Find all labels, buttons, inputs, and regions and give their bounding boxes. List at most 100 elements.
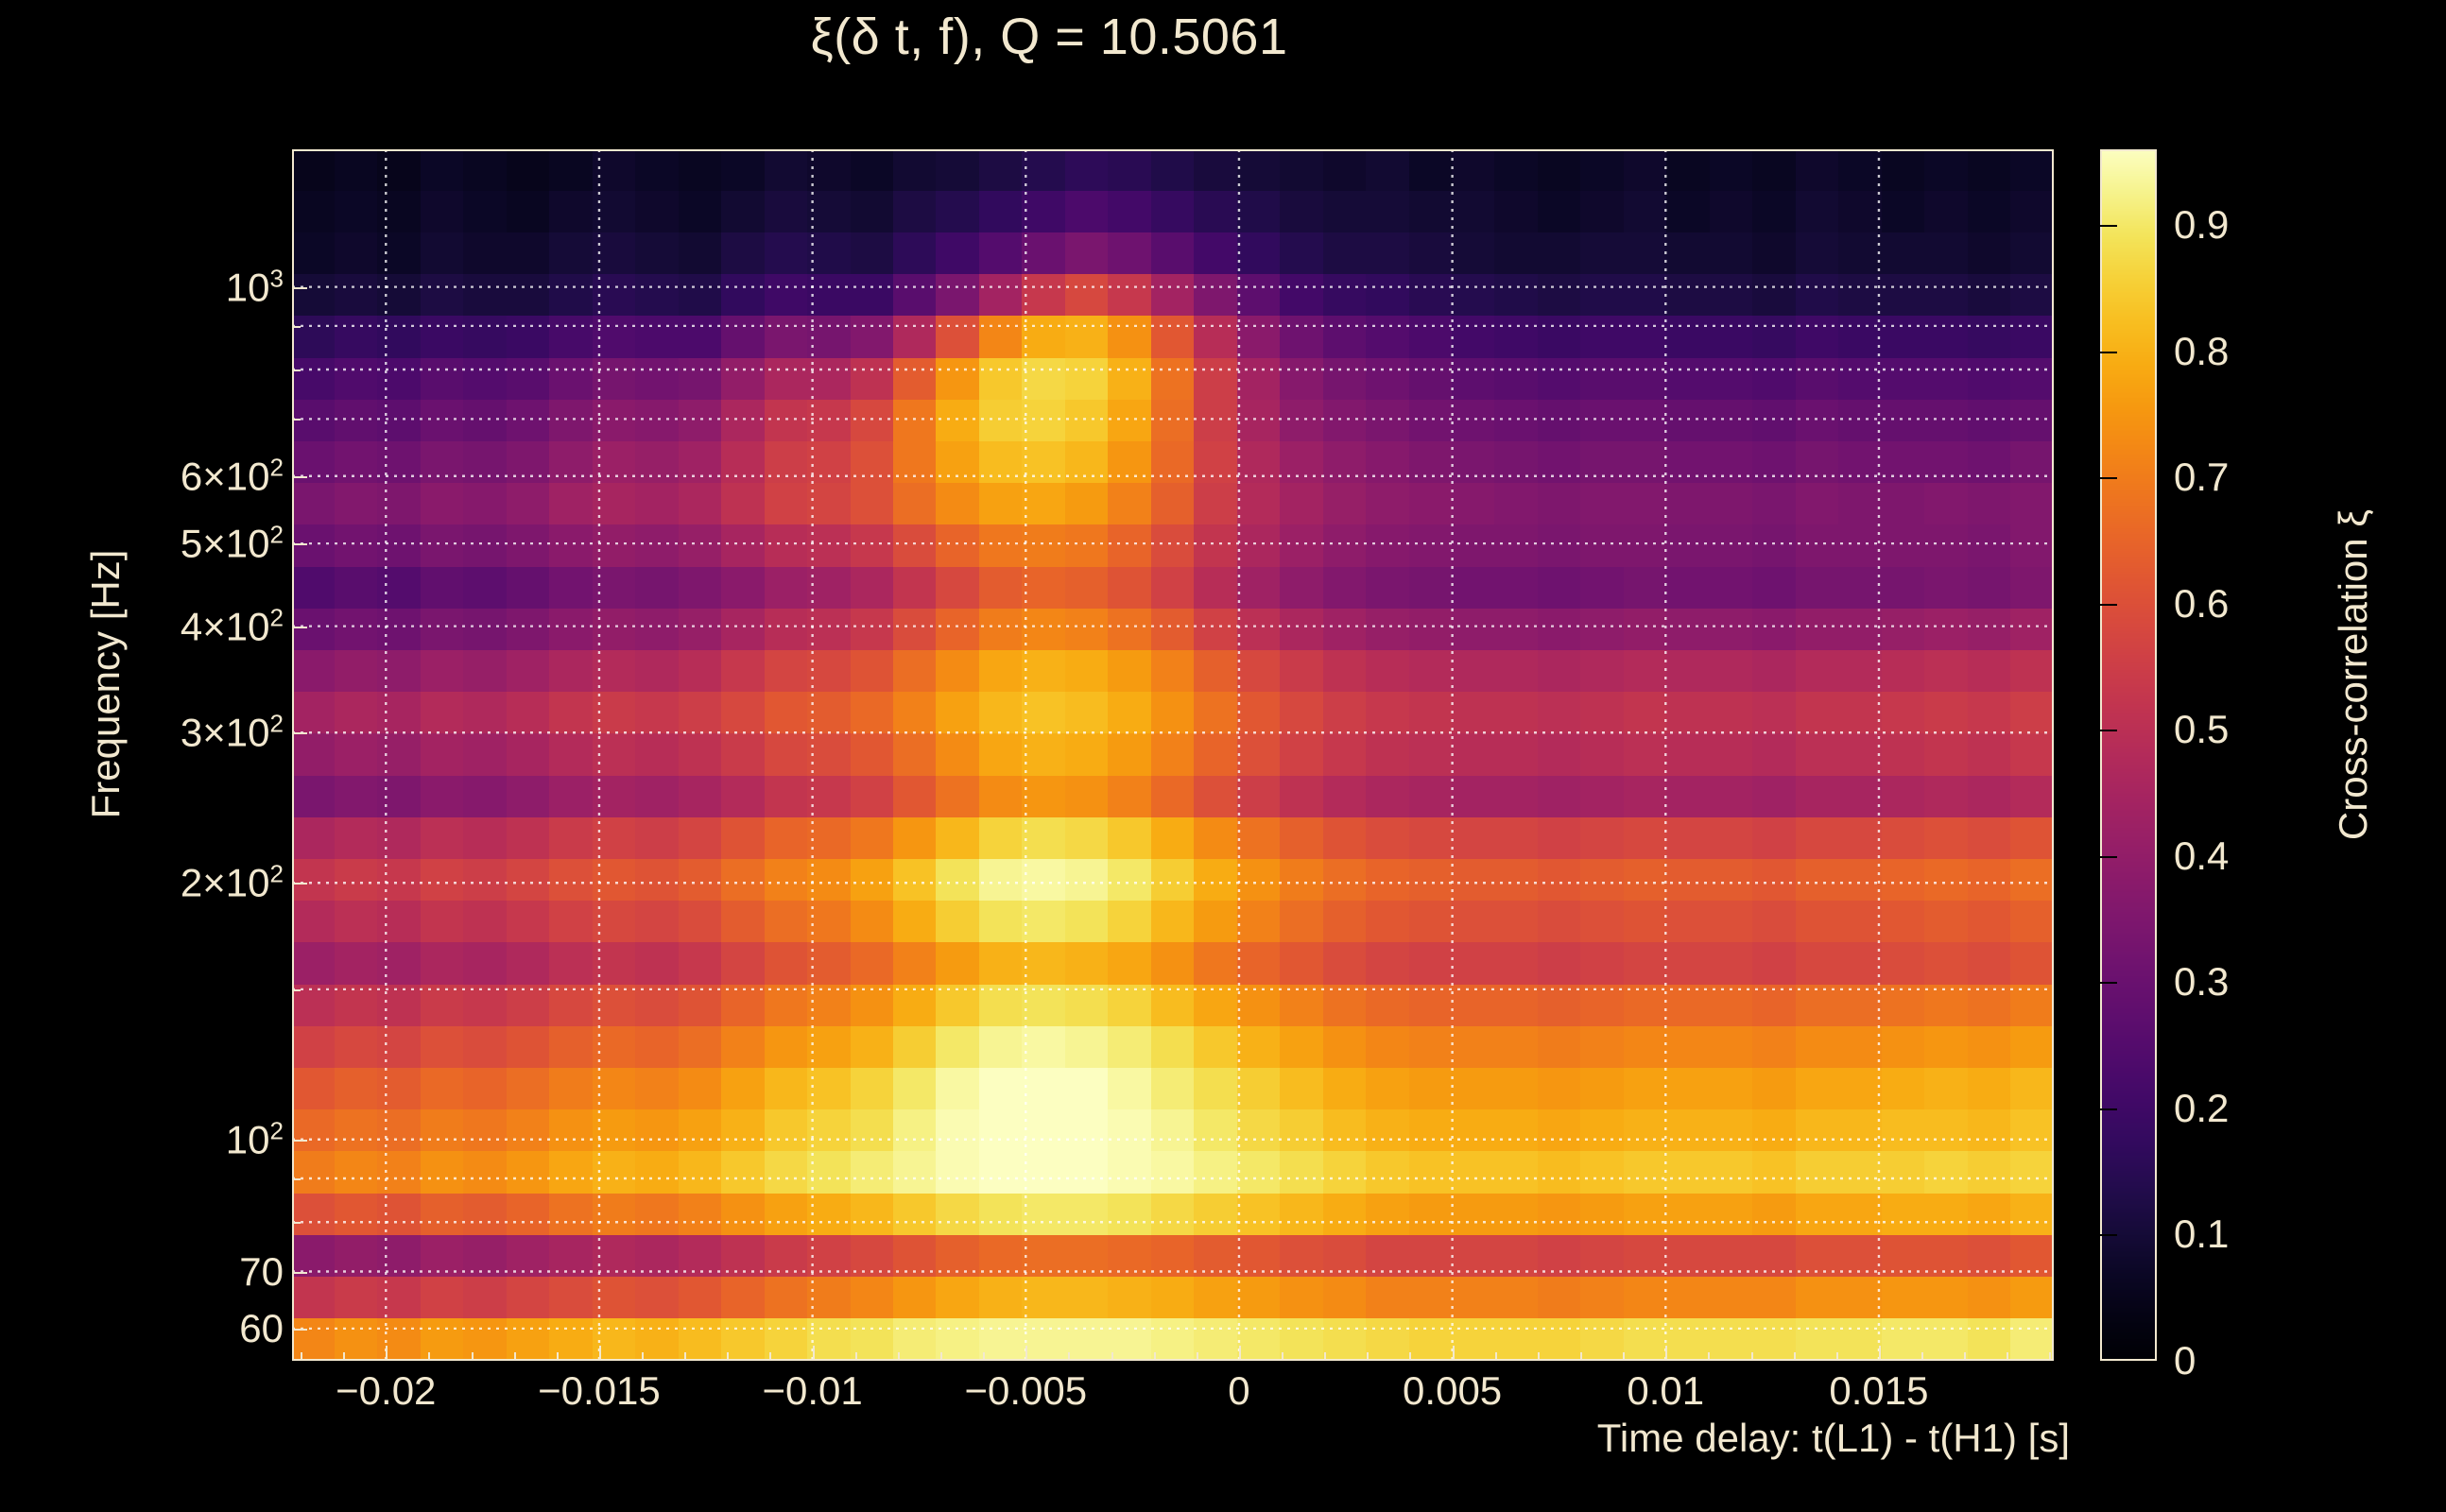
x-axis-tick-label: 0.015 bbox=[1829, 1368, 1929, 1413]
x-axis-tick-mark bbox=[1665, 1346, 1668, 1361]
x-axis-minor-tick-mark bbox=[983, 1352, 986, 1361]
x-axis-minor-tick-mark bbox=[471, 1352, 474, 1361]
colorbar-tick-label: 0.6 bbox=[2174, 580, 2230, 626]
y-axis-tick-mark bbox=[292, 732, 307, 735]
x-axis-minor-tick-mark bbox=[940, 1352, 943, 1361]
colorbar-tick-mark bbox=[2100, 351, 2117, 353]
colorbar-tick-mark bbox=[2100, 982, 2117, 985]
colorbar-tick-label: 0.9 bbox=[2174, 202, 2230, 248]
colorbar-tick-mark bbox=[2100, 1108, 2117, 1110]
colorbar-tick-mark bbox=[2100, 730, 2117, 732]
y-axis-tick-mark bbox=[292, 1328, 307, 1331]
y-axis-tick-mark bbox=[292, 626, 307, 628]
x-axis-tick-mark bbox=[1878, 1346, 1881, 1361]
x-axis-tick-label: −0.015 bbox=[538, 1368, 661, 1413]
x-axis-tick-label: 0 bbox=[1228, 1368, 1250, 1413]
x-axis-tick-mark bbox=[1238, 1346, 1241, 1361]
x-axis-minor-tick-mark bbox=[769, 1352, 772, 1361]
y-axis-tick-label: 70 bbox=[239, 1248, 284, 1294]
x-axis-minor-tick-mark bbox=[428, 1352, 431, 1361]
colorbar-tick-label: 0.5 bbox=[2174, 707, 2230, 752]
y-axis-tick-mark bbox=[292, 1271, 307, 1274]
y-axis-minor-tick-mark bbox=[292, 1178, 301, 1181]
x-axis-minor-tick-mark bbox=[1324, 1352, 1327, 1361]
colorbar-tick-label: 0 bbox=[2174, 1338, 2196, 1383]
x-axis-minor-tick-mark bbox=[513, 1352, 516, 1361]
colorbar-canvas bbox=[2100, 149, 2157, 1361]
x-axis-minor-tick-mark bbox=[1835, 1352, 1838, 1361]
colorbar-tick-label: 0.4 bbox=[2174, 833, 2230, 878]
x-axis-minor-tick-mark bbox=[897, 1352, 900, 1361]
y-axis-label: Frequency [Hz] bbox=[83, 549, 128, 819]
x-axis-minor-tick-mark bbox=[2049, 1352, 2052, 1361]
x-axis-tick-mark bbox=[812, 1346, 815, 1361]
y-axis-tick-label: 103 bbox=[225, 264, 284, 310]
x-axis-minor-tick-mark bbox=[642, 1352, 645, 1361]
x-axis-tick-label: 0.01 bbox=[1627, 1368, 1705, 1413]
y-axis-minor-tick-mark bbox=[292, 325, 301, 328]
y-axis-minor-tick-mark bbox=[292, 1222, 301, 1225]
x-axis-tick-label: 0.005 bbox=[1403, 1368, 1503, 1413]
colorbar-tick-label: 0.2 bbox=[2174, 1085, 2230, 1130]
x-axis-minor-tick-mark bbox=[1921, 1352, 1924, 1361]
x-axis-minor-tick-mark bbox=[1623, 1352, 1626, 1361]
colorbar-tick-label: 0.1 bbox=[2174, 1211, 2230, 1257]
x-axis-tick-label: −0.005 bbox=[964, 1368, 1088, 1413]
y-axis-tick-mark bbox=[292, 543, 307, 546]
x-axis-minor-tick-mark bbox=[556, 1352, 559, 1361]
y-axis-tick-label: 3×102 bbox=[180, 709, 284, 755]
x-axis-minor-tick-mark bbox=[1196, 1352, 1198, 1361]
y-axis-minor-tick-mark bbox=[292, 419, 301, 421]
x-axis-minor-tick-mark bbox=[343, 1352, 346, 1361]
x-axis-minor-tick-mark bbox=[1964, 1352, 1967, 1361]
colorbar-tick-mark bbox=[2100, 477, 2117, 480]
y-axis-tick-mark bbox=[292, 475, 307, 478]
y-axis-tick-label: 5×102 bbox=[180, 520, 284, 566]
y-axis-tick-label: 4×102 bbox=[180, 603, 284, 649]
y-axis-tick-label: 6×102 bbox=[180, 453, 284, 499]
x-axis-minor-tick-mark bbox=[301, 1352, 303, 1361]
x-axis-tick-mark bbox=[598, 1346, 601, 1361]
y-axis-tick-mark bbox=[292, 1139, 307, 1142]
x-axis-minor-tick-mark bbox=[1708, 1352, 1711, 1361]
y-axis-tick-label: 102 bbox=[225, 1116, 284, 1162]
colorbar-tick-label: 0.8 bbox=[2174, 328, 2230, 373]
x-axis-minor-tick-mark bbox=[1537, 1352, 1540, 1361]
colorbar-tick-label: 0.7 bbox=[2174, 455, 2230, 500]
x-axis-minor-tick-mark bbox=[1153, 1352, 1156, 1361]
colorbar-tick-mark bbox=[2100, 855, 2117, 858]
x-axis-minor-tick-mark bbox=[1580, 1352, 1583, 1361]
x-axis-tick-mark bbox=[386, 1346, 388, 1361]
x-axis-minor-tick-mark bbox=[1068, 1352, 1071, 1361]
colorbar-tick-mark bbox=[2100, 1234, 2117, 1237]
x-axis-tick-mark bbox=[1025, 1346, 1028, 1361]
colorbar-tick-mark bbox=[2100, 603, 2117, 606]
x-axis-minor-tick-mark bbox=[1111, 1352, 1113, 1361]
colorbar-tick-mark bbox=[2100, 225, 2117, 228]
x-axis-tick-mark bbox=[1452, 1346, 1455, 1361]
y-axis-tick-mark bbox=[292, 286, 307, 289]
colorbar-tick-label: 0.3 bbox=[2174, 959, 2230, 1005]
x-axis-minor-tick-mark bbox=[2007, 1352, 2009, 1361]
x-axis-tick-label: −0.01 bbox=[762, 1368, 863, 1413]
y-axis-tick-label: 2×102 bbox=[180, 859, 284, 905]
heatmap-canvas bbox=[292, 149, 2054, 1361]
colorbar-axis-label: Cross-correlation ξ bbox=[2331, 508, 2375, 841]
x-axis-minor-tick-mark bbox=[1750, 1352, 1753, 1361]
x-axis-minor-tick-mark bbox=[684, 1352, 687, 1361]
x-axis-tick-label: −0.02 bbox=[336, 1368, 437, 1413]
x-axis-minor-tick-mark bbox=[1367, 1352, 1369, 1361]
x-axis-minor-tick-mark bbox=[1409, 1352, 1412, 1361]
y-axis-tick-mark bbox=[292, 883, 307, 885]
x-axis-label: Time delay: t(L1) - t(H1) [s] bbox=[1596, 1416, 2070, 1460]
x-axis-minor-tick-mark bbox=[727, 1352, 730, 1361]
y-axis-tick-label: 60 bbox=[239, 1305, 284, 1350]
x-axis-minor-tick-mark bbox=[1282, 1352, 1284, 1361]
y-axis-minor-tick-mark bbox=[292, 369, 301, 371]
x-axis-minor-tick-mark bbox=[1494, 1352, 1497, 1361]
y-axis-minor-tick-mark bbox=[292, 988, 301, 991]
x-axis-minor-tick-mark bbox=[854, 1352, 857, 1361]
x-axis-minor-tick-mark bbox=[1793, 1352, 1796, 1361]
page-title: ξ(δ t, f), Q = 10.5061 bbox=[810, 9, 1288, 65]
